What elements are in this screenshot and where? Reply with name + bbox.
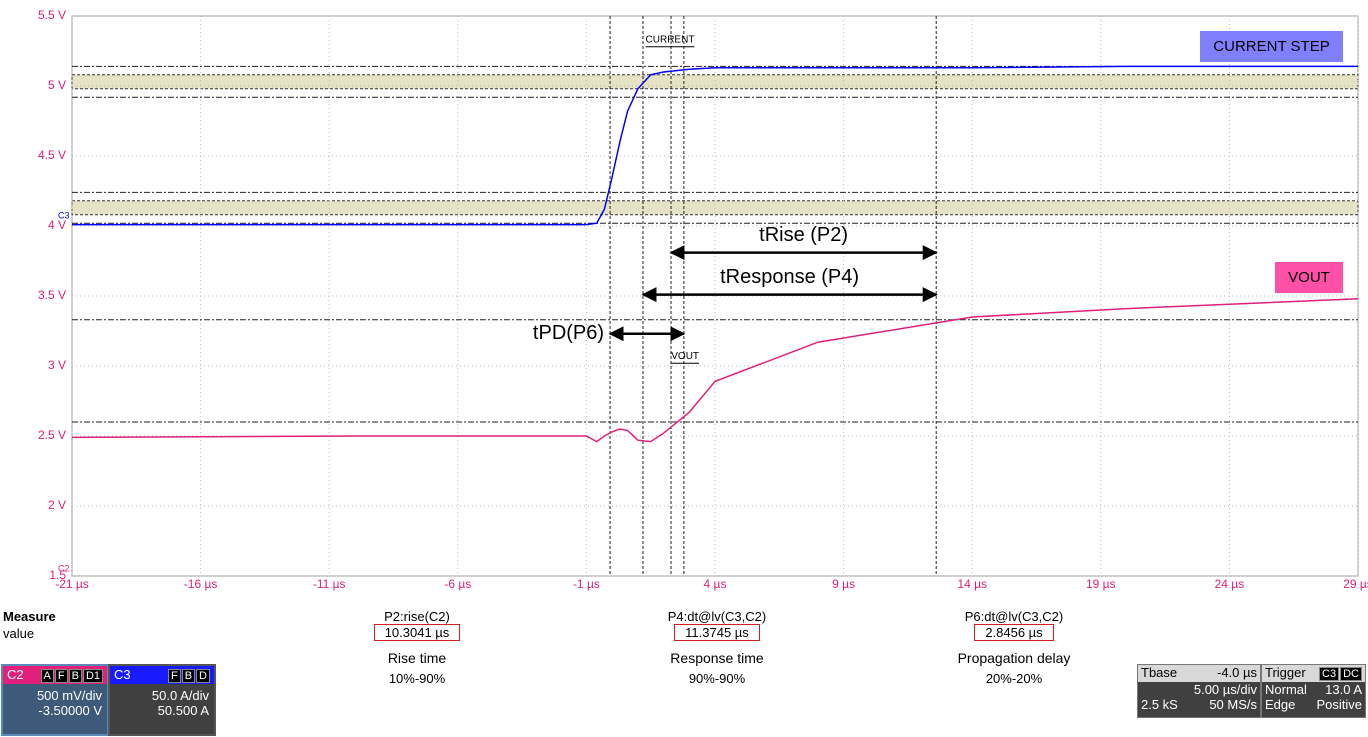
channel-offset: -3.50000 V (38, 703, 102, 718)
trigger-title: Trigger (1265, 665, 1306, 680)
measure-param: P6:dt@lv(C3,C2) (964, 609, 1064, 624)
measure-desc: Propagation delay (957, 650, 1071, 666)
legend-box (1200, 31, 1343, 62)
legend-box (1275, 262, 1343, 293)
timebase-title: Tbase (1141, 665, 1178, 680)
x-tick-label: -1 µs (573, 577, 600, 591)
x-tick-label: 4 µs (704, 577, 727, 591)
trigger-slope: Positive (1316, 697, 1362, 712)
y-tick-label: 4 V (48, 218, 66, 232)
trigger-type: Edge (1265, 697, 1296, 712)
channel-badge: D1 (82, 669, 103, 683)
trigger-box: Trigger C3 DC Normal 13.0 A Edge Positive (1261, 664, 1366, 718)
x-tick-label: -6 µs (444, 577, 471, 591)
measure-title: Measure (3, 609, 56, 624)
x-tick-label: 29 µs (1343, 577, 1368, 591)
measure-value: 2.8456 µs (914, 624, 1114, 642)
x-tick-label: 9 µs (832, 577, 855, 591)
measure-desc: Rise time (387, 650, 447, 666)
trigger-coupling: DC (1340, 667, 1362, 681)
arrow-label: tResponse (P4) (720, 266, 859, 288)
x-tick-label: -11 µs (313, 577, 346, 591)
channel-c2: C2 A F B D1 500 mV/div -3.50000 V (1, 664, 109, 736)
channel-marker: C3 (58, 211, 70, 221)
y-tick-label: 5 V (48, 78, 66, 92)
measure-param: P2:rise(C2) (384, 609, 450, 624)
channel-scale: 50.0 A/div (151, 688, 209, 703)
timebase-samples: 2.5 kS (1141, 697, 1178, 712)
measure-param: P4:dt@lv(C3,C2) (667, 609, 767, 624)
channel-marker: C2 (58, 563, 70, 573)
channel-badge: B (181, 669, 196, 683)
x-tick-label: 19 µs (1086, 577, 1116, 591)
channel-badge: D (196, 669, 210, 683)
channel-c3: C3 F B D 50.0 A/div 50.500 A (108, 664, 216, 736)
measure-value: 11.3745 µs (617, 624, 817, 642)
channel-name: C2 (7, 667, 24, 682)
trigger-level: 13.0 A (1325, 682, 1362, 697)
timebase-delay: -4.0 µs (1216, 665, 1257, 680)
measure-range: 90%-90% (688, 671, 746, 686)
trigger-source: C3 (1319, 667, 1340, 681)
x-tick-label: 14 µs (957, 577, 987, 591)
legend-label: CURRENT STEP (1213, 38, 1329, 55)
channel-badge: A (40, 669, 54, 683)
measure-range: 20%-20% (985, 671, 1043, 686)
channel-scale: 500 mV/div (36, 688, 102, 703)
trigger-mode: Normal (1265, 682, 1307, 697)
channel-name: C3 (114, 667, 131, 682)
scope-screen: 1.5 2 V 2.5 V 3 V 3.5 V 4 V 4.5 V 5 V 5.5 V -21 µ… (38, 8, 1368, 591)
trace (71, 298, 1359, 443)
channel-badge: F (167, 669, 181, 683)
measure-row-label: value (3, 626, 35, 641)
y-tick-label: 3.5 V (38, 288, 66, 302)
trace-label: VOUT (671, 351, 699, 362)
channel-badge: F (54, 669, 68, 683)
legend-label: VOUT (1288, 269, 1330, 286)
timebase-box: Tbase -4.0 µs 5.00 µs/div 2.5 kS 50 MS/s (1137, 664, 1261, 718)
measure-desc: Response time (670, 650, 764, 666)
y-tick-label: 5.5 V (38, 8, 66, 22)
y-tick-label: 4.5 V (38, 148, 66, 162)
measure-value-text: 11.3745 µs (674, 624, 760, 641)
trace (72, 65, 1358, 226)
arrow-label: tPD(P6) (533, 322, 604, 344)
x-tick-label: 24 µs (1215, 577, 1245, 591)
measure-value-text: 2.8456 µs (974, 624, 1054, 641)
measure-value: 10.3041 µs (317, 624, 517, 642)
trace-label: CURRENT (646, 34, 695, 45)
measure-value-text: 10.3041 µs (373, 624, 461, 641)
arrow-label: tRise (P2) (759, 224, 848, 246)
measure-range: 10%-90% (388, 671, 446, 686)
x-tick-label: -16 µs (184, 577, 218, 591)
y-tick-label: 3 V (48, 358, 66, 372)
channel-offset: 50.500 A (157, 703, 209, 718)
timebase-scale: 5.00 µs/div (1193, 682, 1257, 697)
y-tick-label: 2 V (48, 498, 66, 512)
channel-badge: B (68, 669, 82, 683)
x-tick-label: -21 µs (55, 577, 89, 591)
timebase-rate: 50 MS/s (1209, 697, 1257, 712)
y-tick-label: 2.5 V (38, 428, 66, 442)
y-tick-label: 1.5 (49, 568, 66, 582)
